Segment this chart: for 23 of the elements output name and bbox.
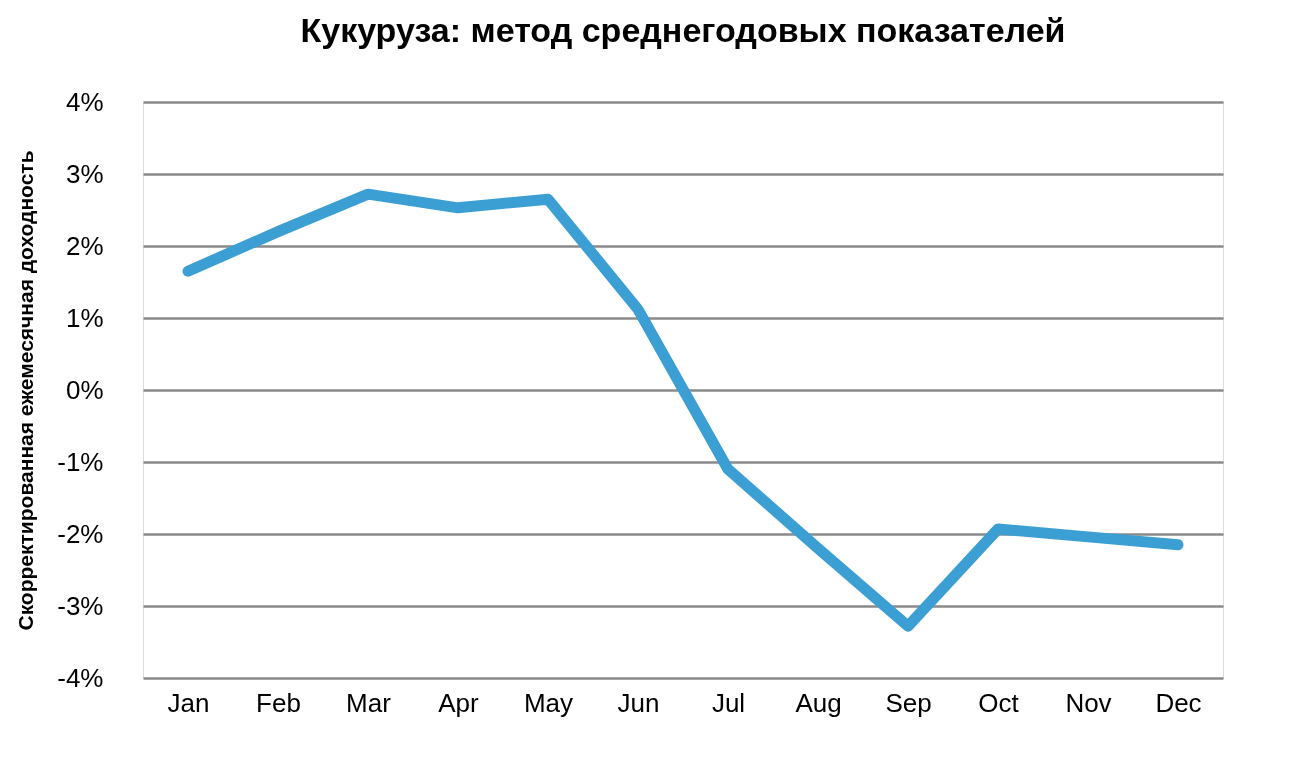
x-tick-label: Aug [795,687,842,718]
y-axis-title: Скорректированная ежемесячная доходность [14,150,38,631]
y-tick-label: 0% [65,374,104,405]
x-tick-label: Jul [711,687,746,718]
y-tick-label: -4% [57,662,104,693]
y-tick-label: 3% [65,158,104,189]
y-tick-label: -1% [57,446,104,477]
x-tick-label: May [523,687,574,718]
chart-title: Кукуруза: метод среднегодовых показателей [300,11,1066,49]
x-tick-label: Apr [438,687,480,718]
x-tick-label: Jun [617,687,660,718]
y-tick-label: -2% [57,518,104,549]
x-tick-label: Feb [256,687,301,718]
y-tick-label: 2% [65,230,104,261]
x-tick-label: Jan [167,687,210,718]
y-tick-label: -3% [57,590,104,621]
x-tick-label: Oct [978,687,1020,718]
y-tick-label: 4% [65,86,104,117]
x-tick-label: Mar [346,687,392,718]
x-tick-label: Nov [1065,687,1112,718]
x-tick-label: Dec [1155,687,1202,718]
y-tick-label: 1% [65,302,104,333]
x-tick-label: Sep [885,687,932,718]
